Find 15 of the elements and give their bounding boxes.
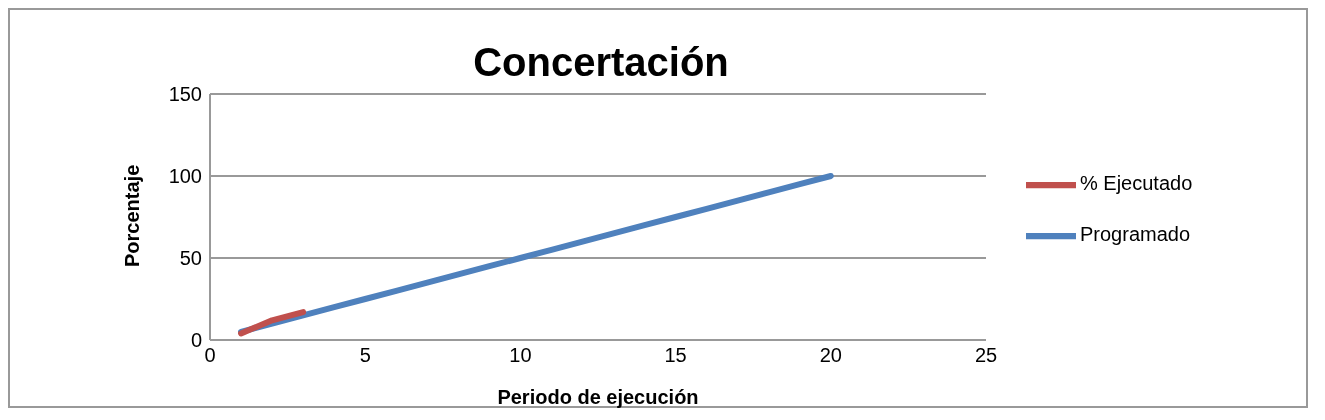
- legend-label: % Ejecutado: [1080, 172, 1193, 195]
- x-tick-label: 10: [509, 344, 532, 367]
- x-tick-label: 25: [974, 344, 998, 367]
- x-axis-title: Periodo de ejecución: [497, 386, 699, 408]
- x-tick-label: 5: [359, 344, 371, 367]
- x-tick-label: 20: [819, 344, 842, 367]
- chart-title: Concertación: [472, 40, 730, 85]
- y-tick-label: 100: [168, 165, 202, 188]
- y-tick-label: 0: [190, 329, 202, 352]
- x-tick-label: 15: [664, 344, 687, 367]
- y-tick-label: 150: [168, 83, 202, 106]
- x-tick-label: 0: [204, 344, 216, 367]
- y-axis-title: Porcentaje: [121, 164, 144, 267]
- legend-label: Programado: [1080, 223, 1191, 245]
- y-tick-label: 50: [179, 247, 202, 270]
